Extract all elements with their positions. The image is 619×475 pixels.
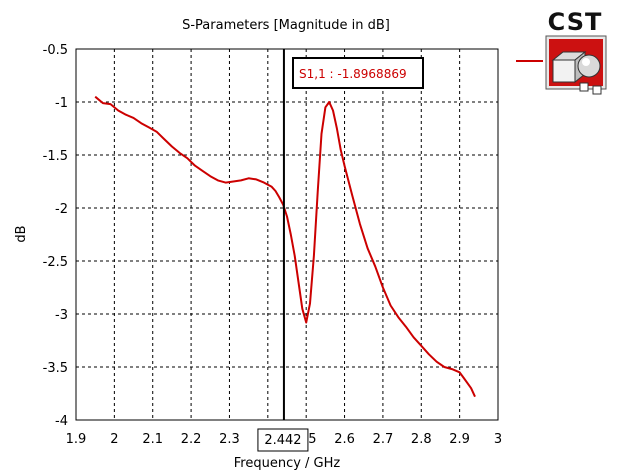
y-tick-label: -3.5 [43, 361, 68, 376]
y-tick-label: -2 [55, 202, 68, 217]
x-tick-label: 2.7 [373, 432, 394, 447]
series-layer [94, 95, 476, 398]
y-tick-label: -4 [55, 414, 68, 429]
cst-logo-cube [552, 59, 576, 83]
cursor-layer[interactable]: 2.442 [257, 49, 309, 452]
x-tick-label: 2.9 [449, 432, 470, 447]
x-tick-label: 2.8 [411, 432, 432, 447]
x-tick-label: 2.1 [142, 432, 163, 447]
cst-logo-sphere-highlight [582, 58, 590, 66]
x-tick-label: 2.6 [334, 432, 355, 447]
x-tick-label: 3 [494, 432, 502, 447]
y-tick-label: -1.5 [43, 149, 68, 164]
x-tick-label: 1.9 [66, 432, 87, 447]
y-tick-label: -1 [55, 96, 68, 111]
y-tick-label: -3 [55, 308, 68, 323]
plot-frame [75, 48, 499, 421]
cursor-value-text: 2.442 [264, 433, 301, 448]
cst-logo-small-cube-2 [592, 85, 602, 95]
marker-label-box [292, 57, 424, 89]
x-tick-label: 2 [110, 432, 118, 447]
x-tick-label: 2.3 [219, 432, 240, 447]
marker-label[interactable]: S1,1 : -1.8968869 [292, 57, 424, 89]
cst-logo-sphere [577, 54, 601, 78]
x-axis-title: Frequency / GHz [234, 456, 341, 471]
cursor-value-box[interactable] [257, 428, 309, 452]
grid [76, 49, 498, 420]
y-axis-title: dB [14, 225, 29, 242]
cst-logo-small-cube [579, 82, 589, 92]
y-tick-label: -2.5 [43, 255, 68, 270]
marker-label-text: S1,1 : -1.8968869 [299, 67, 407, 81]
chart-title: S-Parameters [Magnitude in dB] [182, 18, 390, 33]
series-line-s11 [94, 95, 476, 398]
cst-logo-text: CST [548, 8, 603, 36]
y-tick-label: -0.5 [43, 43, 68, 58]
cst-logo: CST [545, 8, 607, 95]
x-tick-label: 2.2 [181, 432, 202, 447]
tick-labels: 1.922.12.22.32.42.52.62.72.82.93-0.5-1-1… [43, 43, 503, 447]
